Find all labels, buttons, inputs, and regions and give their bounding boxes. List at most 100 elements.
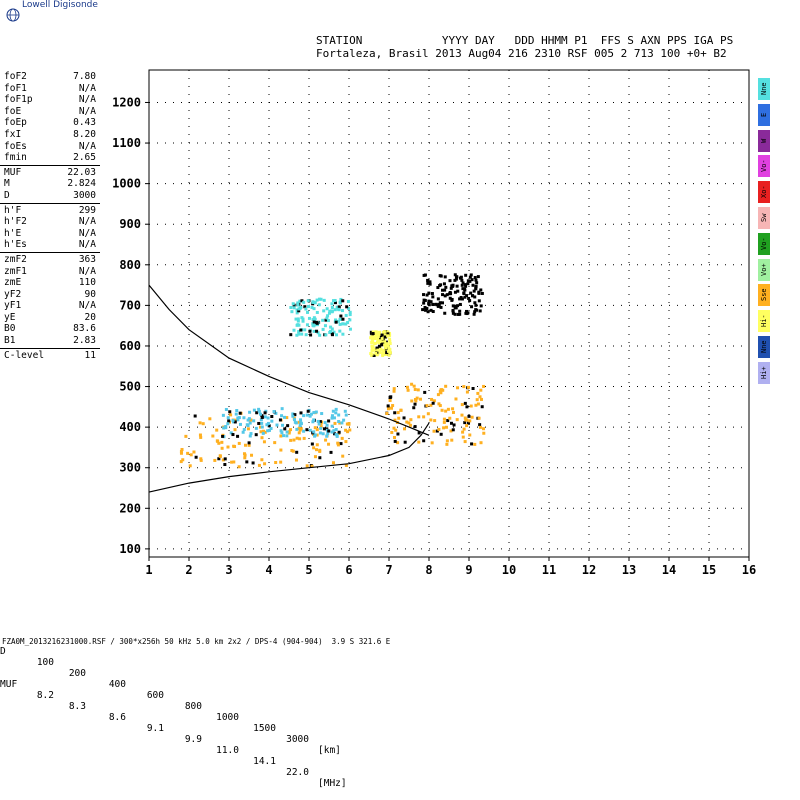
y-tick-label: 100 [119,542,141,556]
echo-point [377,332,381,336]
echo-point [394,428,398,432]
echo-point [479,441,483,445]
echo-point [456,304,460,308]
param-label: foE [4,105,22,117]
param-value: 2.83 [73,335,96,347]
echo-point [370,347,374,351]
echo-point [257,421,261,425]
echo-point [245,423,249,427]
echo-point [384,346,388,350]
echo-point [295,450,299,454]
echo-point [453,273,457,277]
echo-point [325,307,329,311]
echo-point [470,442,474,446]
echo-point [378,337,382,341]
x-tick-label: 4 [265,563,272,577]
echo-point [341,309,345,313]
echo-point [376,334,380,338]
echo-point [245,460,249,464]
echo-point [298,428,302,432]
echo-point [257,407,261,411]
muf-label: MUF [0,679,18,690]
echo-point [347,306,351,310]
param-row: foF2 7.80 [0,71,100,83]
echo-point [451,304,455,308]
muf-value: 9.9 [184,734,202,745]
echo-point [334,333,338,337]
echo-point [257,409,261,413]
echo-point [289,438,293,442]
echo-point [341,322,345,326]
echo-point [308,414,312,418]
echo-point [422,439,426,443]
echo-point [283,415,287,419]
echo-point [322,309,326,313]
param-separator [0,251,100,253]
echo-point [438,301,442,305]
echo-point [300,299,304,303]
echo-point [441,301,445,305]
echo-point [309,333,313,337]
echo-point [473,276,477,280]
echo-point [474,403,478,407]
echo-point [313,455,317,459]
echo-point [179,460,183,464]
echo-point [242,428,246,432]
echo-point [384,340,388,344]
echo-point [448,279,452,283]
echo-point [340,436,344,440]
echo-point [406,388,410,392]
echo-point [313,433,317,437]
echo-point [218,454,222,458]
param-value: 7.80 [73,71,96,82]
globe-icon [6,8,20,22]
x-tick-label: 16 [742,563,756,577]
echo-point [275,423,279,427]
echo-point [217,441,221,445]
echo-point [387,353,391,357]
echo-point [393,418,397,422]
echo-point [339,314,343,318]
echo-point [390,430,394,434]
echo-point [311,420,315,424]
param-row: h'F 299 [0,205,100,217]
echo-point [446,407,450,411]
param-value: 2.65 [73,152,96,164]
echo-point [463,440,467,444]
echo-point [330,302,334,306]
echo-point [337,430,341,434]
echo-point [293,420,297,424]
param-value: 2.824 [67,178,96,190]
echo-point [321,432,325,436]
echo-point [285,416,289,420]
echo-point [302,300,306,304]
echo-point [337,305,341,309]
echo-point [329,325,333,329]
echo-point [387,346,391,350]
echo-point [243,443,247,447]
echo-point [186,451,190,455]
echo-point [315,433,319,437]
echo-point [198,421,202,425]
echo-point [303,328,307,332]
echo-point [482,431,486,435]
echo-point [477,290,481,294]
echo-point [468,279,472,283]
echo-point [336,441,340,445]
echo-point [249,432,253,436]
param-value: N/A [78,227,96,239]
param-row: C-level 11 [0,350,100,362]
echo-point [433,419,437,423]
echo-point [305,428,309,432]
echo-point [371,332,375,336]
echo-point [199,458,203,462]
echo-point [478,395,482,399]
echo-point [273,441,277,445]
echo-point [451,410,455,414]
echo-point [412,406,416,410]
echo-point [402,416,406,420]
echo-point [435,429,439,433]
echo-point [311,318,315,322]
echo-point [396,441,400,445]
echo-point [456,312,460,316]
